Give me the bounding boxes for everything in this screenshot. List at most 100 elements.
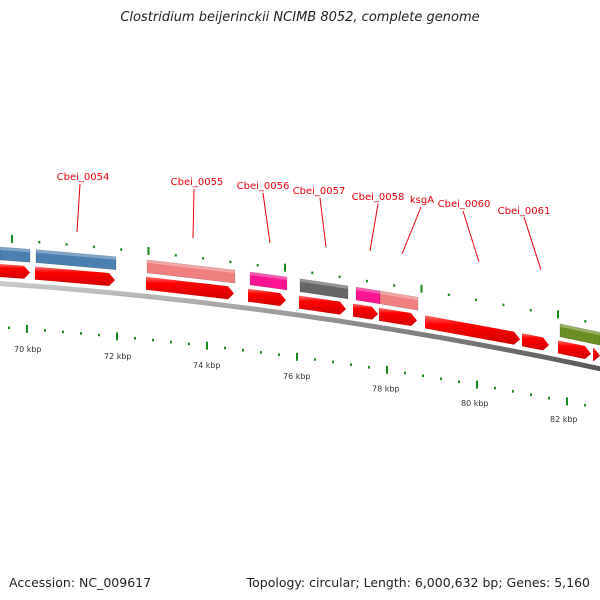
genome-backbone [0, 281, 600, 372]
leader-line [262, 192, 271, 244]
scale-label: 72 kbp [104, 352, 132, 361]
minor-tick [311, 271, 314, 275]
gene-label-cbei_0060: Cbei_0060 [438, 199, 491, 210]
minor-tick [65, 243, 68, 246]
scale-label: 82 kbp [550, 415, 578, 424]
scale-ticks-bottom: 70 kbp 72 kbp 74 kbp 76 kbp 78 kbp 80 kbp 82 k… [8, 324, 586, 424]
minor-tick [314, 358, 316, 361]
major-tick [26, 324, 28, 333]
cds-arrow [0, 264, 30, 279]
scale-label: 74 kbp [193, 361, 221, 370]
cds-arrow [299, 295, 346, 315]
minor-tick [440, 377, 442, 380]
major-tick [147, 247, 150, 256]
minor-tick [229, 260, 232, 263]
major-tick [420, 284, 423, 293]
cog-feature-salmon [146, 259, 236, 284]
cog-feature-gray [299, 278, 349, 300]
minor-tick [338, 275, 341, 279]
gene-label-cbei_0057: Cbei_0057 [293, 186, 346, 197]
cds-arrow [248, 288, 286, 307]
gene-label-cbei_0056: Cbei_0056 [237, 181, 290, 192]
minor-tick [404, 371, 406, 375]
major-tick [296, 352, 298, 361]
leader-line [319, 197, 327, 248]
minor-tick [8, 326, 10, 330]
major-tick [11, 234, 13, 243]
major-tick [476, 380, 478, 389]
feature-highlight [147, 259, 235, 274]
minor-tick [188, 342, 190, 346]
cog-feature-blue [0, 246, 31, 263]
cds-arrow [522, 333, 549, 351]
minor-tick [332, 360, 334, 364]
cds-arrow [353, 303, 378, 320]
feature-highlight [300, 278, 348, 289]
leader-line [401, 206, 422, 255]
cds-arrow [146, 276, 234, 300]
leader-line [192, 188, 195, 239]
major-tick [386, 365, 388, 374]
major-tick [557, 310, 559, 319]
major-tick [566, 397, 568, 406]
feature-highlight [380, 290, 418, 301]
leader-line [369, 203, 379, 252]
feature-highlight [250, 272, 287, 280]
minor-tick [350, 363, 352, 366]
gene-label-cbei_0054: Cbei_0054 [57, 172, 110, 183]
minor-tick [584, 403, 586, 407]
minor-tick [368, 366, 370, 369]
backbone-line [0, 281, 600, 372]
minor-tick [224, 346, 226, 350]
scale-label: 70 kbp [14, 345, 42, 354]
major-tick [116, 332, 118, 341]
minor-tick [365, 279, 368, 283]
cds-arrow [593, 347, 600, 361]
minor-tick [260, 351, 262, 354]
minor-tick [458, 380, 460, 384]
major-tick [284, 263, 286, 272]
minor-tick [170, 340, 172, 344]
minor-tick [44, 329, 46, 332]
map-title: Clostridium beijerinckii NCIMB 8052, com… [120, 10, 480, 25]
minor-tick [422, 374, 424, 378]
gene-labels: Cbei_0054 Cbei_0055 Cbei_0056 Cbei_0057 Cbei… [57, 172, 551, 271]
scale-label: 78 kbp [372, 385, 400, 394]
cds-arrow [379, 307, 417, 327]
minor-tick [152, 338, 154, 342]
feature-highlight [560, 323, 600, 336]
leader-line [523, 216, 542, 271]
minor-tick [38, 240, 41, 244]
minor-tick [502, 303, 505, 307]
minor-tick [174, 254, 177, 257]
gene-label-cbei_0058: Cbei_0058 [352, 192, 405, 203]
accession-text: Accession: NC_009617 [9, 575, 152, 590]
minor-tick [393, 284, 396, 287]
feature-highlight [36, 249, 116, 260]
feature-highlight [356, 287, 380, 294]
cds-arrow [558, 340, 591, 360]
gene-label-cbei_0061: Cbei_0061 [498, 206, 551, 217]
cog-feature-blue [35, 249, 117, 271]
cog-feature-olive [559, 323, 600, 346]
minor-tick [529, 308, 532, 312]
gene-label-cbei_0055: Cbei_0055 [171, 177, 224, 188]
minor-tick [80, 332, 82, 335]
leader-line [76, 183, 81, 233]
cog-feature-salmon [379, 290, 419, 311]
scale-label: 76 kbp [283, 372, 311, 381]
feature-highlight [0, 247, 30, 253]
minor-tick [62, 330, 64, 334]
scale-ticks-top [11, 234, 587, 323]
minor-tick [530, 393, 532, 396]
minor-tick [242, 348, 244, 352]
cog-feature-track [0, 246, 600, 346]
minor-tick [120, 248, 123, 251]
minor-tick [202, 257, 205, 260]
minor-tick [584, 320, 587, 323]
minor-tick [475, 298, 478, 302]
scale-label: 80 kbp [461, 399, 489, 408]
minor-tick [447, 293, 450, 297]
cds-arrow [35, 266, 115, 287]
